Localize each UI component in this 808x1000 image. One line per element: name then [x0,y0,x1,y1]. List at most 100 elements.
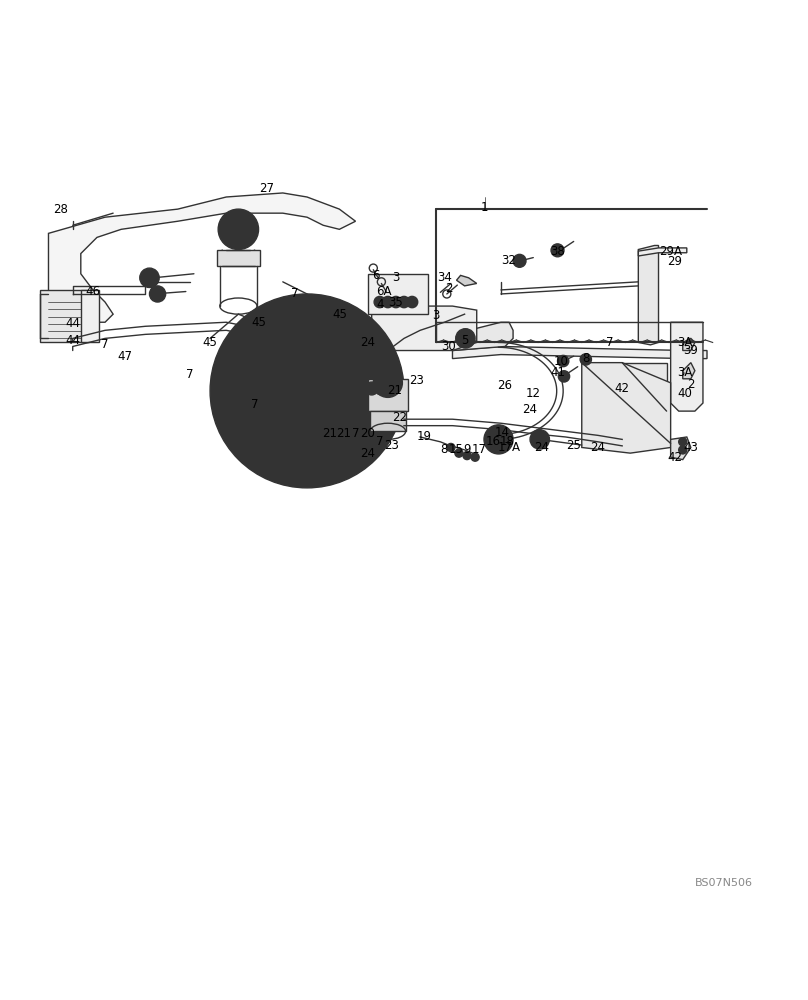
Text: 25: 25 [566,439,581,452]
Text: 40: 40 [678,387,692,400]
Polygon shape [683,338,695,351]
Circle shape [471,453,479,461]
Circle shape [447,443,455,452]
Circle shape [490,431,507,447]
Text: 42: 42 [667,451,682,464]
Text: 30: 30 [441,340,456,353]
Polygon shape [683,363,695,379]
Text: 7: 7 [250,398,259,411]
Text: 8: 8 [582,352,590,365]
Text: 3: 3 [392,271,400,284]
Circle shape [218,209,259,250]
Text: 17A: 17A [498,441,520,454]
Text: 46: 46 [86,285,100,298]
Text: 41: 41 [550,366,565,379]
Bar [368,379,408,411]
Text: 45: 45 [251,316,266,329]
Text: 15: 15 [449,443,464,456]
Circle shape [679,446,687,454]
Text: 7: 7 [186,368,194,381]
Text: 45: 45 [203,336,217,349]
Polygon shape [372,306,477,351]
Polygon shape [452,346,707,359]
Circle shape [530,430,549,449]
Text: BS07N506: BS07N506 [695,878,753,888]
Polygon shape [638,245,659,345]
Text: 44: 44 [65,317,80,330]
Text: 17: 17 [472,443,486,456]
Text: 3: 3 [432,309,440,322]
Polygon shape [457,275,477,286]
Circle shape [558,355,569,367]
Text: 35: 35 [389,296,403,309]
Text: 16: 16 [486,435,500,448]
Circle shape [224,215,253,244]
Text: 19: 19 [417,430,431,443]
Text: 24: 24 [360,336,375,349]
Text: 23: 23 [409,374,423,387]
Text: 14: 14 [495,426,510,439]
Circle shape [513,254,526,267]
Text: 23: 23 [385,439,399,452]
Text: 3A: 3A [676,336,692,349]
Polygon shape [671,322,703,411]
Text: 27: 27 [259,182,274,195]
Text: 24: 24 [522,403,537,416]
Text: 38: 38 [550,245,565,258]
Circle shape [455,449,463,457]
Circle shape [382,296,393,308]
Circle shape [331,351,347,367]
Text: 43: 43 [684,441,698,454]
Text: 29A: 29A [659,245,682,258]
Text: 7: 7 [606,336,614,349]
Circle shape [374,296,385,308]
Text: 39: 39 [684,344,698,357]
Text: 29: 29 [667,255,682,268]
Circle shape [580,354,591,365]
Text: 21: 21 [322,427,337,440]
Text: 18: 18 [500,435,515,448]
Text: 32: 32 [502,254,516,267]
Text: 21: 21 [387,384,402,397]
Text: 7: 7 [351,427,360,440]
Bar [40,290,89,342]
Circle shape [373,371,386,384]
Text: 7: 7 [376,435,384,448]
Circle shape [140,268,159,287]
Text: 20: 20 [360,427,375,440]
Circle shape [226,310,388,472]
Circle shape [398,296,410,308]
Text: 6A: 6A [376,285,392,298]
Text: 7: 7 [291,287,299,300]
Circle shape [149,286,166,302]
Text: 2: 2 [687,378,695,391]
Bar [217,250,260,266]
Polygon shape [622,363,667,411]
Circle shape [406,299,413,305]
Text: 26: 26 [498,379,512,392]
Text: 3A: 3A [676,366,692,379]
Text: 10: 10 [554,355,569,368]
Text: 9: 9 [463,443,471,456]
Bar [370,411,406,431]
Circle shape [390,296,402,308]
Circle shape [463,452,471,460]
Text: 34: 34 [437,271,452,284]
Bar [368,274,428,314]
Circle shape [484,425,513,454]
Text: 8: 8 [440,443,448,456]
Text: 24: 24 [591,441,605,454]
Circle shape [558,371,570,382]
Text: 28: 28 [53,203,68,216]
Text: 42: 42 [615,382,629,395]
Text: 44: 44 [65,334,80,347]
Text: 21: 21 [336,427,351,440]
Text: 2: 2 [444,282,452,295]
Text: 5: 5 [461,334,469,347]
Circle shape [402,295,417,309]
Text: 6: 6 [372,269,380,282]
Circle shape [406,296,418,308]
Circle shape [380,375,396,391]
Text: 7: 7 [101,338,109,351]
Text: 1: 1 [481,201,489,214]
